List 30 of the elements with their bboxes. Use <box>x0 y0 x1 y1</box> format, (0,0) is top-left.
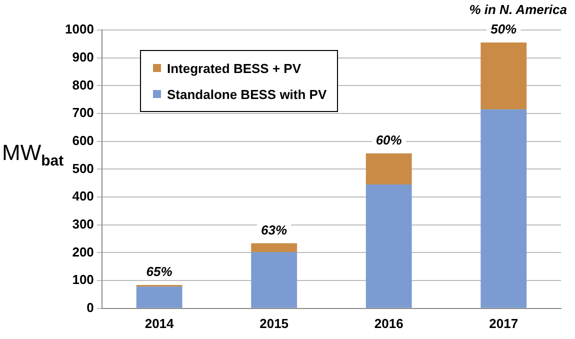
y-tick-label: 200 <box>72 244 94 260</box>
bar <box>251 252 298 308</box>
annotation: 50% <box>490 22 518 37</box>
y-axis-title: MW$_{bat}$ <box>2 140 64 170</box>
y-tick-label: 700 <box>72 105 94 120</box>
y-tick-label: 100 <box>72 272 94 288</box>
bar <box>480 109 527 308</box>
annotation: 60% <box>376 132 402 148</box>
y-tick-label: 1000 <box>65 22 94 37</box>
y-tick-label: 400 <box>72 188 94 204</box>
y-tick-label: 500 <box>72 160 94 176</box>
x-tick-label: 2014 <box>144 316 175 331</box>
bar <box>480 42 527 110</box>
bar <box>251 243 298 252</box>
y-tick-label: 600 <box>72 132 94 148</box>
x-tick-label: 2016 <box>374 316 404 331</box>
x-tick-label: 2015 <box>260 316 289 331</box>
x-tick-label: 2017 <box>489 316 518 331</box>
legend-label: Standalone BESS with PV <box>167 86 327 102</box>
y-tick-label: 0 <box>86 300 94 315</box>
bar <box>366 153 412 185</box>
annotation: 63% <box>261 222 288 238</box>
bar <box>366 184 412 308</box>
y-tick-label: 300 <box>72 216 94 232</box>
y-tick-label: 900 <box>72 49 94 64</box>
bar <box>136 286 182 308</box>
y-tick-label: 800 <box>72 77 94 92</box>
annotation: 65% <box>146 264 173 280</box>
text: % in N. America <box>469 2 567 17</box>
legend-label: Integrated BESS + PV <box>167 60 302 76</box>
